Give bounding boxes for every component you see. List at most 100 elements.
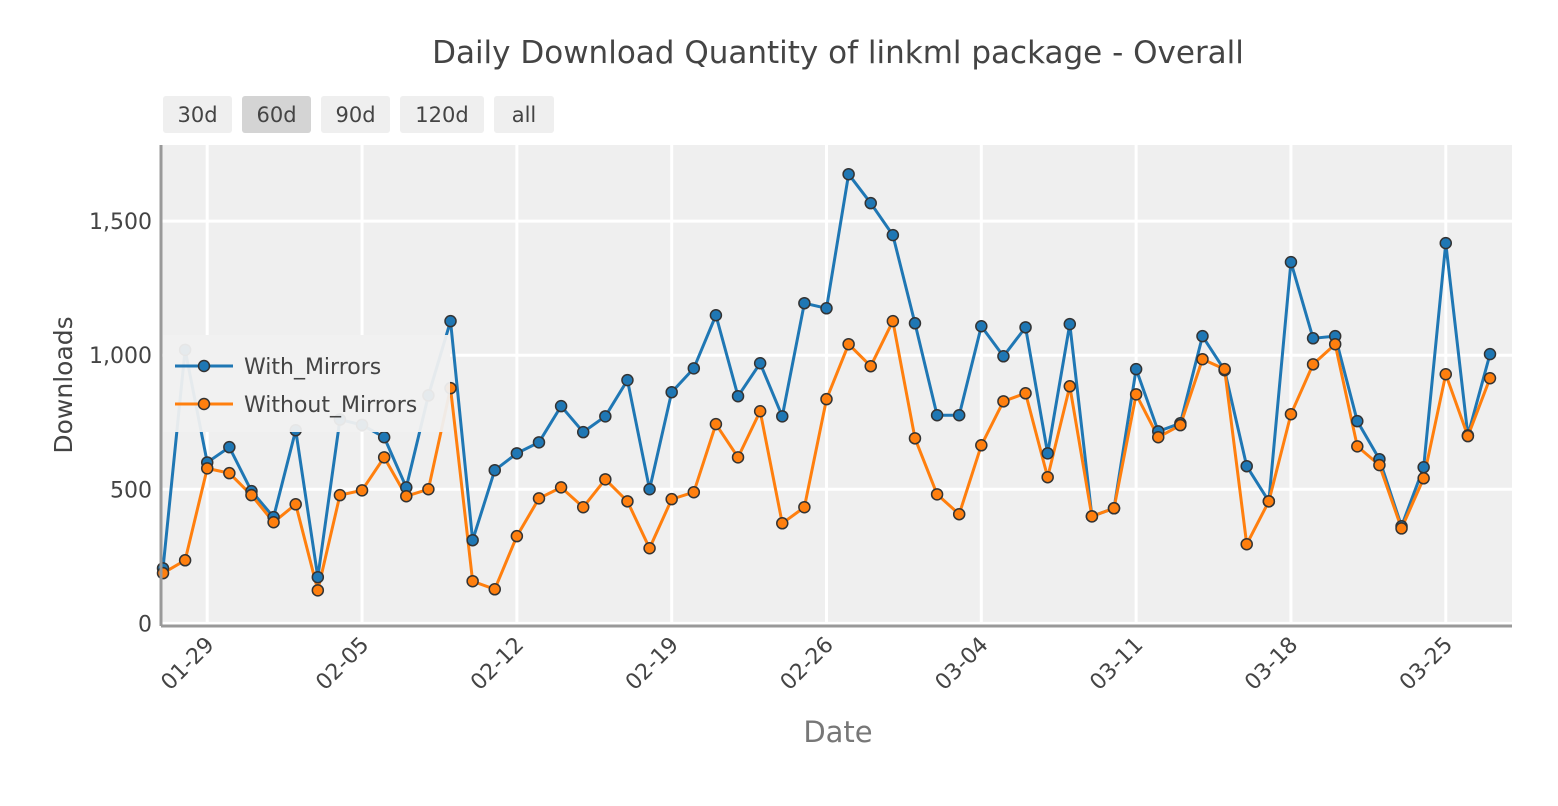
point <box>510 529 524 543</box>
range-button[interactable] <box>494 96 554 133</box>
legend-label: With_Mirrors <box>244 355 381 380</box>
point <box>731 389 745 403</box>
x-tick-label: 02-05 <box>311 633 374 696</box>
x-tick-label: 02-19 <box>621 633 684 696</box>
range-button[interactable] <box>242 96 311 133</box>
point <box>864 359 877 373</box>
range-buttons: 30d 60d 90d 120d all <box>163 96 554 133</box>
x-tick-label: 03-04 <box>931 633 994 696</box>
point <box>1063 380 1077 393</box>
point <box>1328 337 1342 351</box>
point <box>776 410 789 423</box>
point <box>245 488 258 502</box>
x-tick-label: 03-25 <box>1395 633 1458 696</box>
range-button[interactable] <box>321 96 390 133</box>
point <box>554 399 568 413</box>
point <box>1019 387 1032 400</box>
point <box>709 309 723 322</box>
point <box>1395 522 1408 535</box>
range-button-label[interactable]: 30d <box>177 103 217 127</box>
point <box>886 228 900 242</box>
point <box>1085 510 1099 523</box>
x-tick-label: 03-11 <box>1085 633 1148 696</box>
point <box>510 447 524 460</box>
point <box>223 466 236 480</box>
point <box>576 425 590 439</box>
range-button[interactable] <box>400 96 484 133</box>
point <box>1439 236 1453 250</box>
range-button-label[interactable]: 120d <box>415 103 468 127</box>
point <box>1284 255 1298 269</box>
point <box>1218 362 1231 376</box>
point <box>1284 407 1298 421</box>
range-button-label[interactable]: 90d <box>335 103 375 127</box>
point <box>643 483 656 496</box>
point <box>311 570 325 584</box>
legend-marker <box>197 359 211 373</box>
point <box>908 432 922 445</box>
point <box>930 488 944 501</box>
point <box>1107 502 1121 515</box>
point <box>820 392 833 406</box>
point <box>842 167 855 181</box>
legend-marker <box>197 397 211 411</box>
point <box>267 515 280 529</box>
point <box>665 492 678 506</box>
point <box>997 350 1010 363</box>
point <box>997 395 1010 408</box>
point <box>377 451 391 464</box>
point <box>1461 429 1475 443</box>
point <box>621 495 634 508</box>
legend-box <box>163 335 450 432</box>
point <box>731 451 745 464</box>
point <box>1240 537 1253 551</box>
point <box>687 362 701 375</box>
point <box>975 439 988 452</box>
point <box>532 436 546 449</box>
point <box>1306 358 1320 371</box>
point <box>1196 329 1209 343</box>
point <box>488 463 501 477</box>
point <box>776 517 789 530</box>
point <box>1041 470 1054 484</box>
point <box>1063 317 1077 331</box>
x-axis-title: Date <box>803 715 872 749</box>
point <box>643 541 656 555</box>
point <box>1041 447 1054 460</box>
point <box>665 385 678 399</box>
legend-label: Without_Mirrors <box>244 393 417 418</box>
lines <box>156 167 1497 597</box>
chart-title: Daily Download Quantity of linkml packag… <box>432 35 1244 71</box>
point <box>444 314 457 328</box>
x-tick-label: 02-12 <box>466 633 529 696</box>
point <box>289 498 302 511</box>
point <box>1306 332 1320 345</box>
point <box>554 481 568 494</box>
point <box>1174 418 1187 432</box>
point <box>709 417 723 431</box>
point <box>1439 367 1453 381</box>
range-button-label[interactable]: 60d <box>256 103 296 127</box>
y-tick-label: 0 <box>138 612 152 637</box>
point <box>1152 430 1165 444</box>
point <box>422 483 435 496</box>
range-button[interactable] <box>163 96 232 133</box>
point <box>687 485 701 499</box>
point <box>886 314 900 328</box>
point <box>1483 347 1497 361</box>
x-tick-label: 02-26 <box>776 633 839 696</box>
point <box>820 302 833 315</box>
point <box>753 404 767 418</box>
point <box>466 533 479 547</box>
point <box>842 337 855 351</box>
point <box>753 356 767 370</box>
point <box>400 489 413 503</box>
point <box>178 554 192 567</box>
range-button-label[interactable]: all <box>512 103 537 127</box>
point <box>377 430 391 444</box>
point <box>975 319 988 333</box>
y-tick-label: 1,000 <box>89 344 152 369</box>
point <box>1240 459 1253 473</box>
point <box>1129 388 1143 401</box>
